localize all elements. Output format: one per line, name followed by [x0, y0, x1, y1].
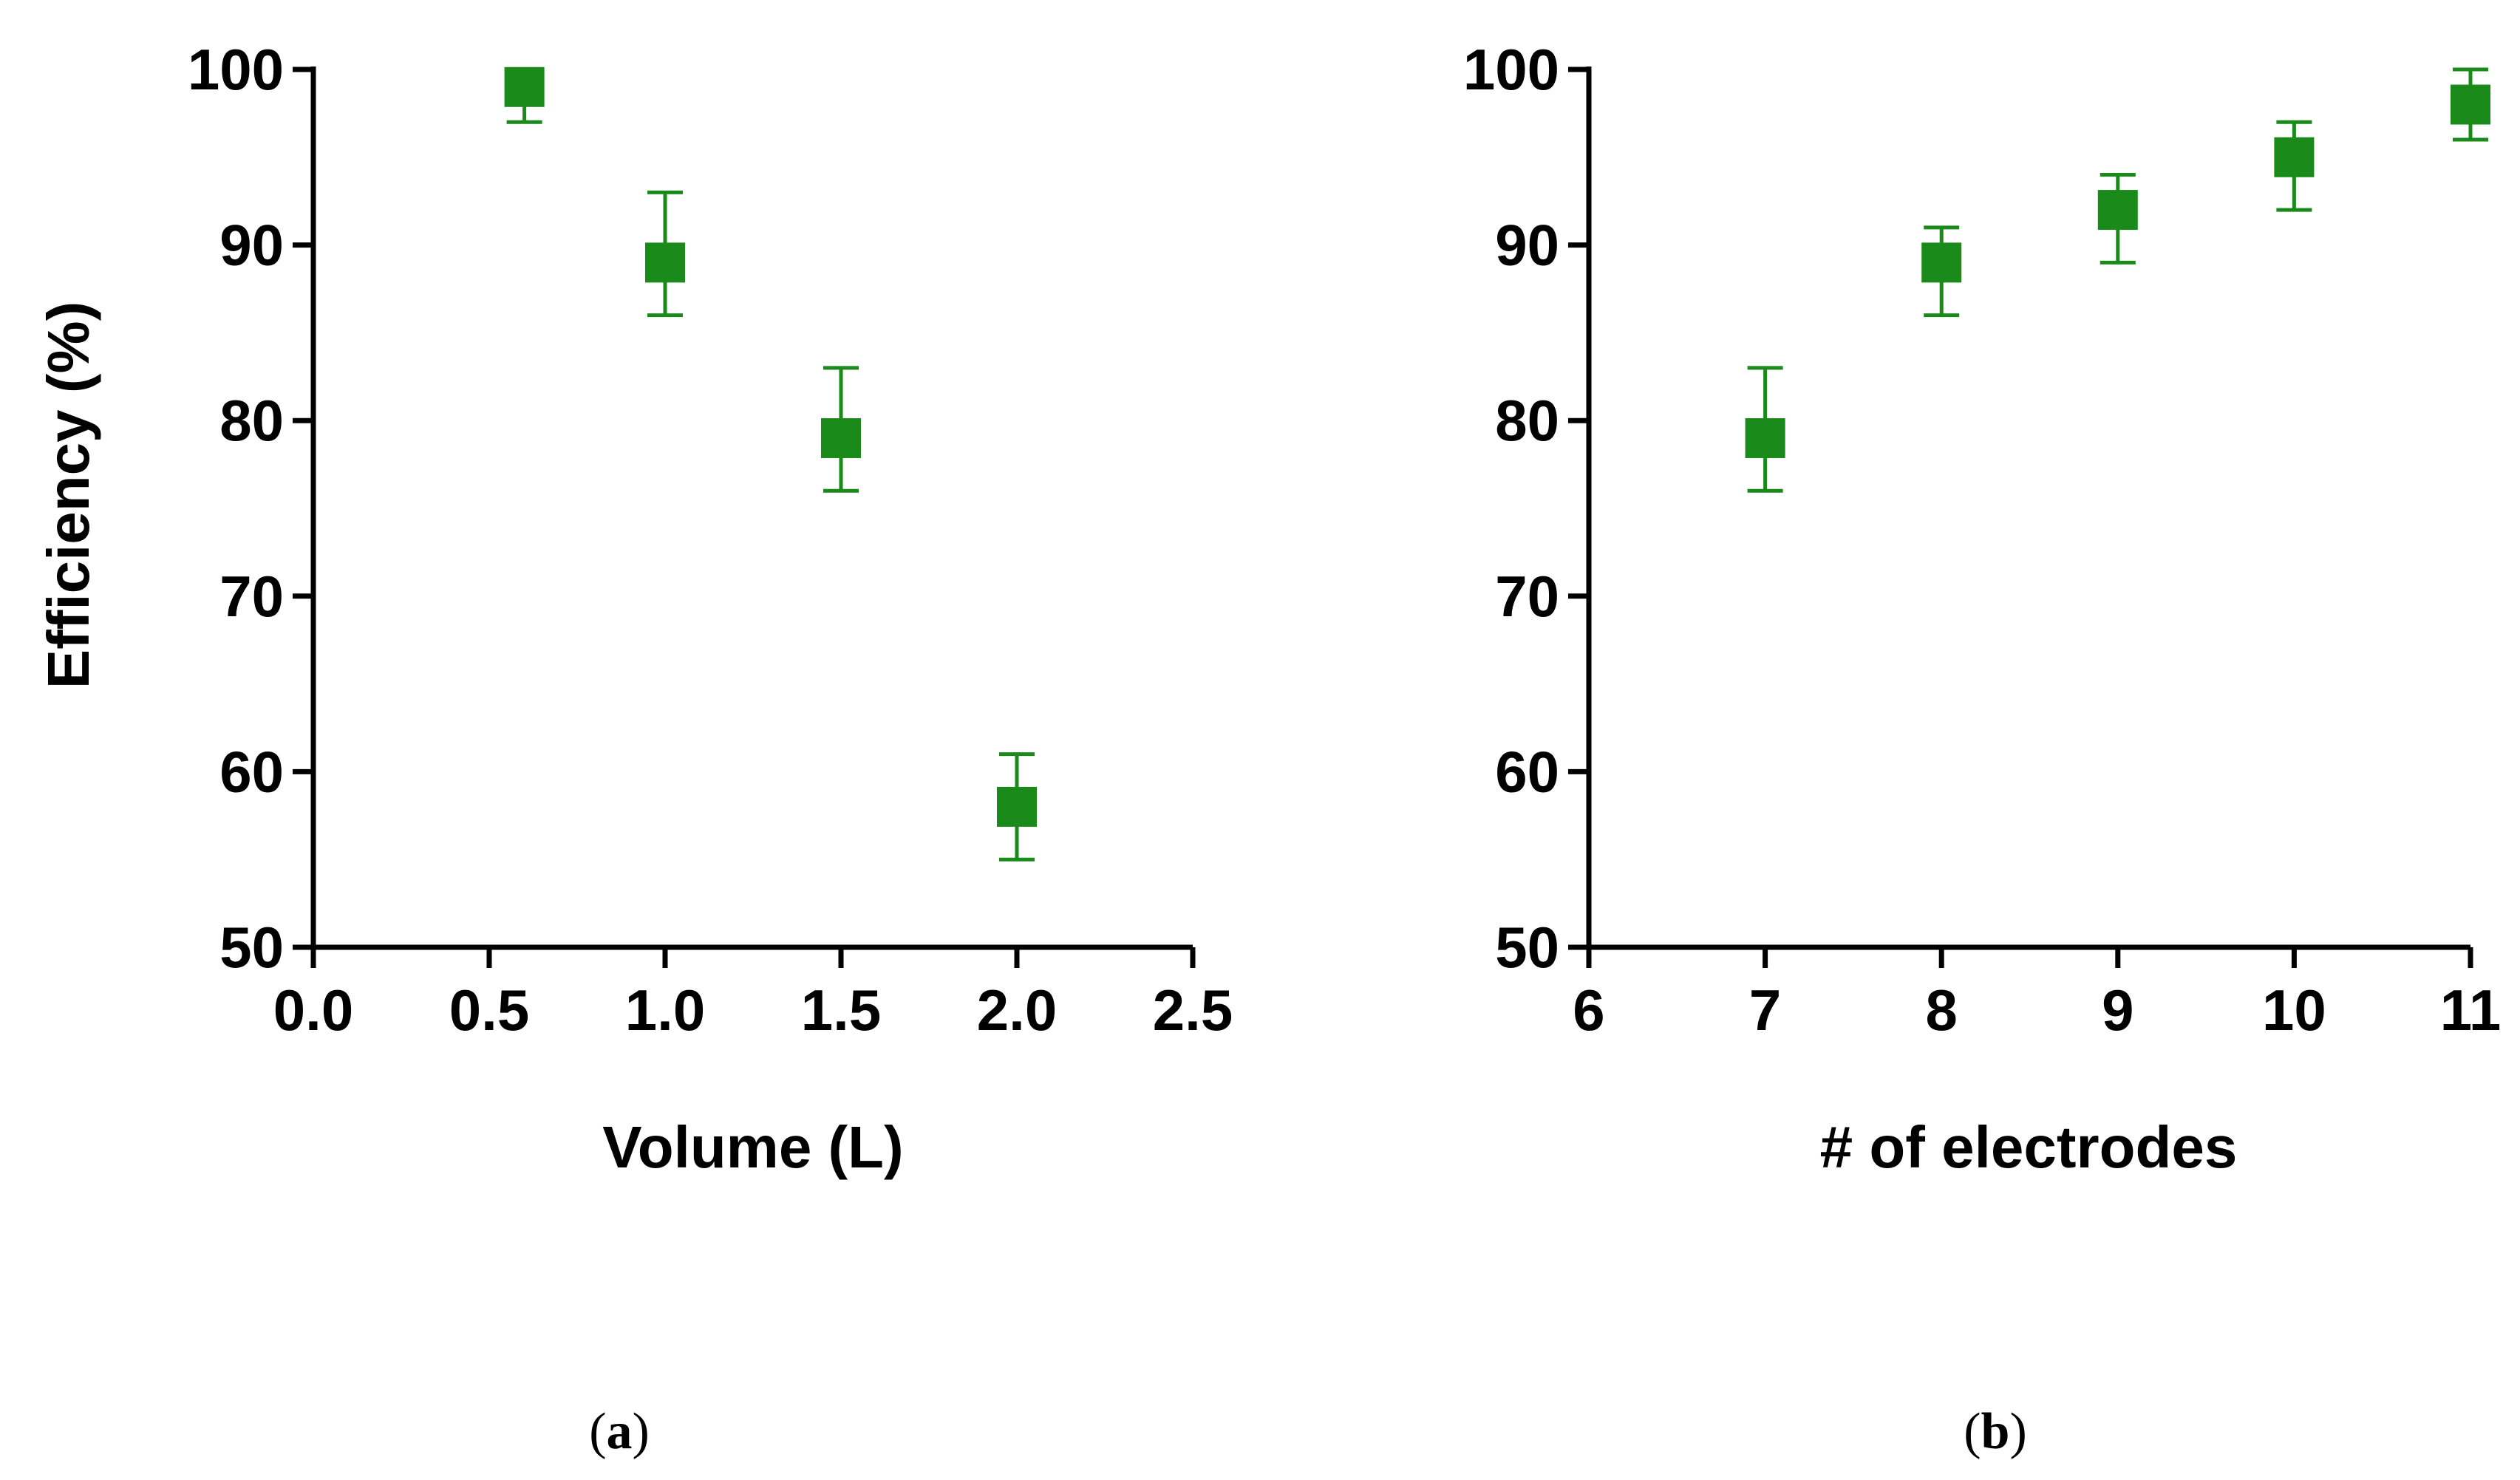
panel-b-x-axis-title: # of electrodes	[1820, 1114, 2238, 1180]
y-tick-label: 100	[1463, 37, 1559, 102]
data-point	[2451, 84, 2490, 125]
panel-a-marks	[504, 67, 1037, 862]
y-tick-label: 60	[1495, 739, 1559, 804]
panel-a-ticks: 50 60 70 80 90 100 0.0 0.5 1.0 1.5 2.0 2.5	[188, 37, 1233, 1043]
panel-a-axes	[310, 67, 1193, 950]
y-tick-label: 50	[219, 915, 284, 980]
panel-b-axes	[1586, 67, 2470, 950]
panel-b-ticks: 50 60 70 80 90 100 6 7 8 9 10 11	[1463, 37, 2501, 1043]
data-point	[821, 417, 861, 458]
x-tick-label: 1.5	[801, 978, 881, 1043]
panel-a-volume-chart: 50 60 70 80 90 100 0.0 0.5 1.0 1.5 2.0 2.5 Volume (…	[35, 37, 1233, 1460]
y-tick-label: 70	[1495, 564, 1559, 629]
x-tick-label: 2.0	[977, 978, 1057, 1043]
data-point	[645, 242, 685, 283]
x-tick-label: 0.0	[273, 978, 353, 1043]
panel-a-x-axis-title: Volume (L)	[602, 1114, 903, 1180]
data-point	[1745, 417, 1785, 458]
x-tick-label: 6	[1573, 978, 1604, 1043]
panel-a-label: (a)	[589, 1403, 650, 1460]
y-tick-label: 90	[219, 213, 284, 278]
y-tick-label: 50	[1495, 915, 1559, 980]
y-tick-label: 60	[219, 739, 284, 804]
x-tick-label: 11	[2440, 978, 2501, 1043]
panel-b-electrodes-chart: 50 60 70 80 90 100 6 7 8 9 10 11 # of electrodes (b…	[1463, 37, 2501, 1460]
x-tick-label: 0.5	[449, 978, 529, 1043]
y-tick-label: 70	[219, 564, 284, 629]
panel-b-marks	[1745, 67, 2490, 493]
x-tick-label: 8	[1926, 978, 1958, 1043]
data-point	[2097, 190, 2138, 231]
x-tick-label: 7	[1749, 978, 1781, 1043]
x-tick-label: 10	[2262, 978, 2326, 1043]
data-point	[1921, 242, 1962, 283]
data-point	[997, 786, 1037, 827]
data-point	[504, 67, 545, 107]
panel-a-y-axis-title: Efficiency (%)	[35, 301, 101, 689]
x-tick-label: 1.0	[625, 978, 705, 1043]
panel-b-label: (b)	[1964, 1403, 2027, 1460]
y-tick-label: 90	[1495, 213, 1559, 278]
y-tick-label: 100	[188, 37, 284, 102]
y-tick-label: 80	[1495, 388, 1559, 453]
data-point	[2274, 137, 2315, 177]
x-tick-label: 2.5	[1153, 978, 1233, 1043]
y-tick-label: 80	[219, 388, 284, 453]
x-tick-label: 9	[2102, 978, 2134, 1043]
